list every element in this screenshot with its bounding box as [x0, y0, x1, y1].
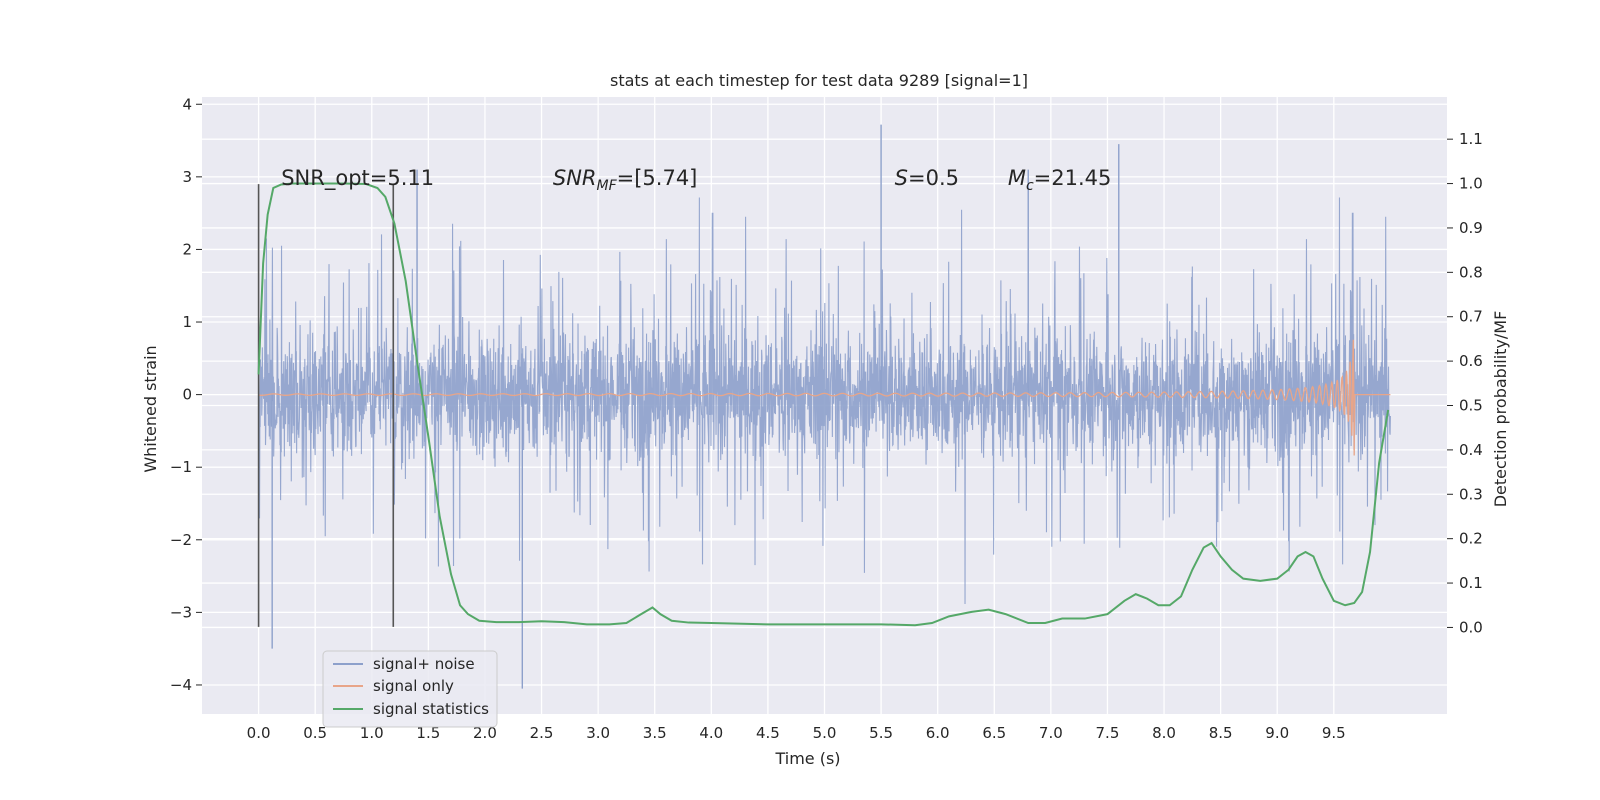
y2-tick-label: 0.1 — [1459, 574, 1483, 592]
y2-tick-label: 1.1 — [1459, 130, 1483, 148]
annotation-subscript: MF — [597, 178, 618, 194]
y2-tick-label: 0.3 — [1459, 485, 1483, 503]
y2-tick-label: 0.7 — [1459, 308, 1483, 326]
x-tick-label: 2.5 — [530, 724, 554, 742]
x-tick-label: 6.5 — [982, 724, 1006, 742]
annotations: SNR_opt=5.11 SNRMF=[5.74] S=0.5 Mc=21.45 — [281, 166, 1111, 194]
y-tick-label: −4 — [170, 676, 192, 694]
y2-tick-label: 0.6 — [1459, 352, 1483, 370]
legend-box — [322, 650, 498, 728]
annotation-value: =21.45 — [1034, 166, 1112, 190]
y2-tick-label: 0.8 — [1459, 263, 1483, 281]
y2-tick-label: 0.5 — [1459, 397, 1483, 415]
x-tick-label: 6.0 — [926, 724, 950, 742]
x-tick-label: 4.0 — [699, 724, 723, 742]
y-tick-label: −2 — [170, 531, 192, 549]
y2-tick-label: 0.2 — [1459, 530, 1483, 548]
signal-statistics-line — [257, 182, 1390, 627]
series-signal-only — [258, 339, 1391, 456]
y-tick-label: 4 — [182, 95, 192, 113]
x-tick-label: 1.0 — [360, 724, 384, 742]
series-signal-statistics — [257, 182, 1390, 627]
y2-tick-label: 0.0 — [1459, 618, 1483, 636]
y-tick-label: −3 — [170, 603, 192, 621]
x-tick-label: 2.0 — [473, 724, 497, 742]
signal-only-line — [258, 339, 1391, 456]
y-axis-label: Whitened strain — [141, 345, 160, 472]
annotation-1: SNRMF=[5.74] — [553, 166, 698, 194]
annotation-value: =[5.74] — [617, 166, 698, 190]
y2-tick-label: 1.0 — [1459, 175, 1483, 193]
legend-label-signal-noise: signal+ noise — [373, 655, 475, 673]
x-tick-label: 3.5 — [643, 724, 667, 742]
x-tick-label: 5.0 — [813, 724, 837, 742]
x-tick-label: 5.5 — [869, 724, 893, 742]
x-tick-label: 7.0 — [1039, 724, 1063, 742]
chart-title: stats at each timestep for test data 928… — [610, 71, 1028, 90]
annotation-symbol: S — [895, 166, 908, 190]
y-tick-label: 2 — [182, 240, 192, 258]
x-tick-label: 4.5 — [756, 724, 780, 742]
y-tick-label: 3 — [182, 168, 192, 186]
annotation-value: =0.5 — [908, 166, 959, 190]
annotation-0: SNR_opt=5.11 — [281, 166, 434, 191]
legend: signal+ noise signal only signal statist… — [322, 650, 498, 728]
x-tick-label: 1.5 — [416, 724, 440, 742]
y-tick-label: 0 — [182, 386, 192, 404]
y-axis-ticks: 4 3 2 1 0 −1 −2 −3 −4 — [170, 95, 202, 694]
x-tick-label: 3.0 — [586, 724, 610, 742]
x-tick-label: 0.5 — [303, 724, 327, 742]
y2-axis-label: Detection probability/MF — [1491, 311, 1510, 508]
window-markers — [257, 184, 395, 627]
x-tick-label: 8.5 — [1209, 724, 1233, 742]
x-tick-label: 7.5 — [1096, 724, 1120, 742]
x-tick-label: 9.0 — [1265, 724, 1289, 742]
annotation-symbol: SNR — [553, 166, 597, 190]
y2-tick-label: 0.4 — [1459, 441, 1483, 459]
legend-label-signal-only: signal only — [373, 677, 454, 695]
x-tick-label: 0.0 — [247, 724, 271, 742]
y-tick-label: −1 — [170, 458, 192, 476]
annotation-symbol: M — [1008, 166, 1026, 190]
y-tick-label: 1 — [182, 313, 192, 331]
y2-tick-label: 0.9 — [1459, 219, 1483, 237]
x-axis-ticks: 0.0 0.5 1.0 1.5 2.0 2.5 3.0 3.5 4.0 4.5 5.0 5.5 6.0 6… — [247, 724, 1346, 742]
y2-axis-ticks: 1.1 1.0 0.9 0.8 0.7 0.6 0.5 0.4 0.3 0.2 0.1 0.0 — [1447, 130, 1483, 636]
legend-label-signal-statistics: signal statistics — [373, 700, 489, 718]
x-tick-label: 8.0 — [1152, 724, 1176, 742]
series-signal-noise — [258, 124, 1391, 689]
signal-noise-line — [258, 197, 1391, 604]
annotation-3: Mc=21.45 — [1008, 166, 1112, 194]
annotation-2: S=0.5 — [895, 166, 959, 190]
x-axis-label: Time (s) — [774, 749, 840, 768]
annotation-subscript: c — [1026, 178, 1034, 194]
x-tick-label: 9.5 — [1322, 724, 1346, 742]
